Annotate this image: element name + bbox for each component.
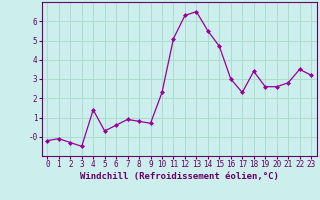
X-axis label: Windchill (Refroidissement éolien,°C): Windchill (Refroidissement éolien,°C) — [80, 172, 279, 181]
